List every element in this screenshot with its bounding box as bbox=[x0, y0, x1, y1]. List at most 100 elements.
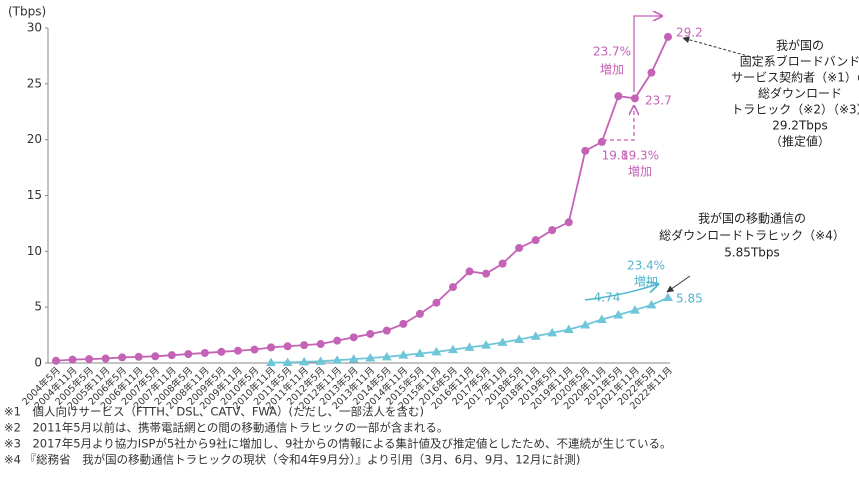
data-point bbox=[381, 351, 392, 361]
data-point bbox=[217, 347, 226, 356]
annotation: 我が国の移動通信の bbox=[698, 211, 806, 226]
data-point bbox=[266, 357, 277, 367]
data-point bbox=[548, 226, 557, 235]
data-point bbox=[515, 243, 524, 252]
data-point bbox=[614, 92, 623, 101]
arrow bbox=[633, 16, 662, 92]
data-point bbox=[630, 94, 639, 103]
annotation: 我が国の bbox=[776, 38, 824, 53]
data-point bbox=[315, 356, 326, 365]
annotation: 23.4% bbox=[627, 259, 665, 273]
data-point bbox=[464, 342, 475, 351]
annotation: 5.85 bbox=[676, 292, 703, 306]
data-point bbox=[664, 32, 672, 41]
annotation: 増加 bbox=[634, 275, 658, 289]
data-point bbox=[531, 236, 540, 245]
data-point bbox=[481, 340, 492, 349]
data-point bbox=[448, 283, 457, 292]
data-point bbox=[233, 346, 242, 355]
y-tick-label: 20 bbox=[27, 132, 42, 146]
data-point bbox=[547, 327, 558, 337]
data-point bbox=[365, 352, 376, 362]
y-tick-label: 10 bbox=[27, 244, 42, 258]
annotation: 総ダウンロード bbox=[758, 86, 842, 101]
data-point bbox=[414, 348, 425, 358]
data-point bbox=[299, 356, 310, 366]
annotation: 19.8 bbox=[602, 149, 629, 163]
data-point bbox=[382, 326, 391, 335]
footnote: ※2 2011年5月以前は、携帯電話網との間の移動通信トラヒックの一部が含まれる… bbox=[4, 421, 448, 435]
arrow bbox=[584, 284, 658, 301]
series-line bbox=[55, 36, 669, 362]
data-point bbox=[398, 350, 409, 359]
data-point bbox=[282, 357, 293, 366]
footnote: ※1 個人向けサービス（FTTH、DSL、CATV、FWA）(ただし、一部法人を… bbox=[4, 405, 424, 419]
data-point bbox=[465, 267, 474, 276]
y-tick-label: 0 bbox=[34, 356, 42, 370]
data-point bbox=[184, 350, 193, 359]
data-point bbox=[332, 355, 343, 364]
data-point bbox=[497, 337, 508, 346]
data-point bbox=[151, 352, 160, 361]
data-point bbox=[629, 305, 640, 314]
data-point bbox=[134, 352, 143, 361]
annotation: 固定系ブロードバンド bbox=[740, 54, 859, 69]
data-point bbox=[613, 309, 624, 319]
data-point bbox=[646, 299, 657, 309]
annotation: 19.3% bbox=[621, 149, 659, 163]
data-point bbox=[432, 298, 441, 307]
data-point bbox=[581, 146, 590, 155]
data-point bbox=[250, 345, 259, 354]
data-point bbox=[101, 354, 110, 363]
data-point bbox=[68, 355, 77, 364]
footnote: ※4 『総務省 我が国の移動通信トラヒックの現状（令和4年9月分）』より引用（3… bbox=[4, 453, 580, 467]
data-point bbox=[349, 333, 358, 342]
data-point bbox=[564, 218, 573, 227]
data-point bbox=[399, 319, 408, 328]
data-point bbox=[447, 344, 458, 354]
data-point bbox=[530, 331, 541, 340]
data-point bbox=[415, 309, 424, 318]
y-axis-label: (Tbps) bbox=[8, 5, 46, 19]
y-tick-label: 5 bbox=[34, 300, 42, 314]
series-line bbox=[271, 296, 669, 364]
data-point bbox=[200, 348, 209, 357]
data-point bbox=[118, 353, 127, 362]
annotation: 総ダウンロードトラヒック（※4） bbox=[659, 228, 845, 243]
data-point bbox=[348, 354, 359, 363]
annotation: 4.74 bbox=[594, 291, 621, 305]
data-point bbox=[596, 314, 607, 323]
annotation: 29.2 bbox=[676, 26, 703, 40]
arrow bbox=[682, 36, 756, 59]
data-point bbox=[300, 341, 309, 350]
annotation: 増加 bbox=[600, 63, 624, 77]
data-point bbox=[333, 336, 342, 345]
data-point bbox=[431, 346, 442, 356]
annotation: 23.7% bbox=[593, 45, 631, 59]
data-point bbox=[563, 324, 574, 333]
data-point bbox=[663, 292, 673, 302]
data-point bbox=[597, 137, 606, 146]
annotation: サービス契約者（※1）の bbox=[731, 70, 859, 85]
data-point bbox=[85, 355, 94, 364]
data-point bbox=[167, 351, 176, 360]
data-point bbox=[366, 329, 375, 338]
y-tick-label: 25 bbox=[27, 76, 42, 90]
data-point bbox=[316, 340, 325, 349]
footnote: ※3 2017年5月より協力ISPが5社から9社に増加し、9社からの情報による集… bbox=[4, 437, 672, 451]
y-tick-label: 15 bbox=[27, 188, 42, 202]
arrow bbox=[666, 275, 691, 293]
annotation: トラヒック（※2）（※3） bbox=[731, 103, 859, 117]
annotation: 増加 bbox=[628, 165, 652, 179]
data-point bbox=[580, 320, 591, 329]
data-point bbox=[514, 334, 525, 344]
data-point bbox=[52, 356, 60, 365]
annotation: 29.2Tbps bbox=[772, 119, 828, 133]
data-point bbox=[283, 342, 292, 351]
data-point bbox=[498, 259, 507, 268]
annotation: （推定値） bbox=[770, 134, 830, 149]
data-point bbox=[482, 269, 491, 278]
y-tick-label: 30 bbox=[27, 21, 42, 35]
data-point bbox=[267, 343, 276, 352]
